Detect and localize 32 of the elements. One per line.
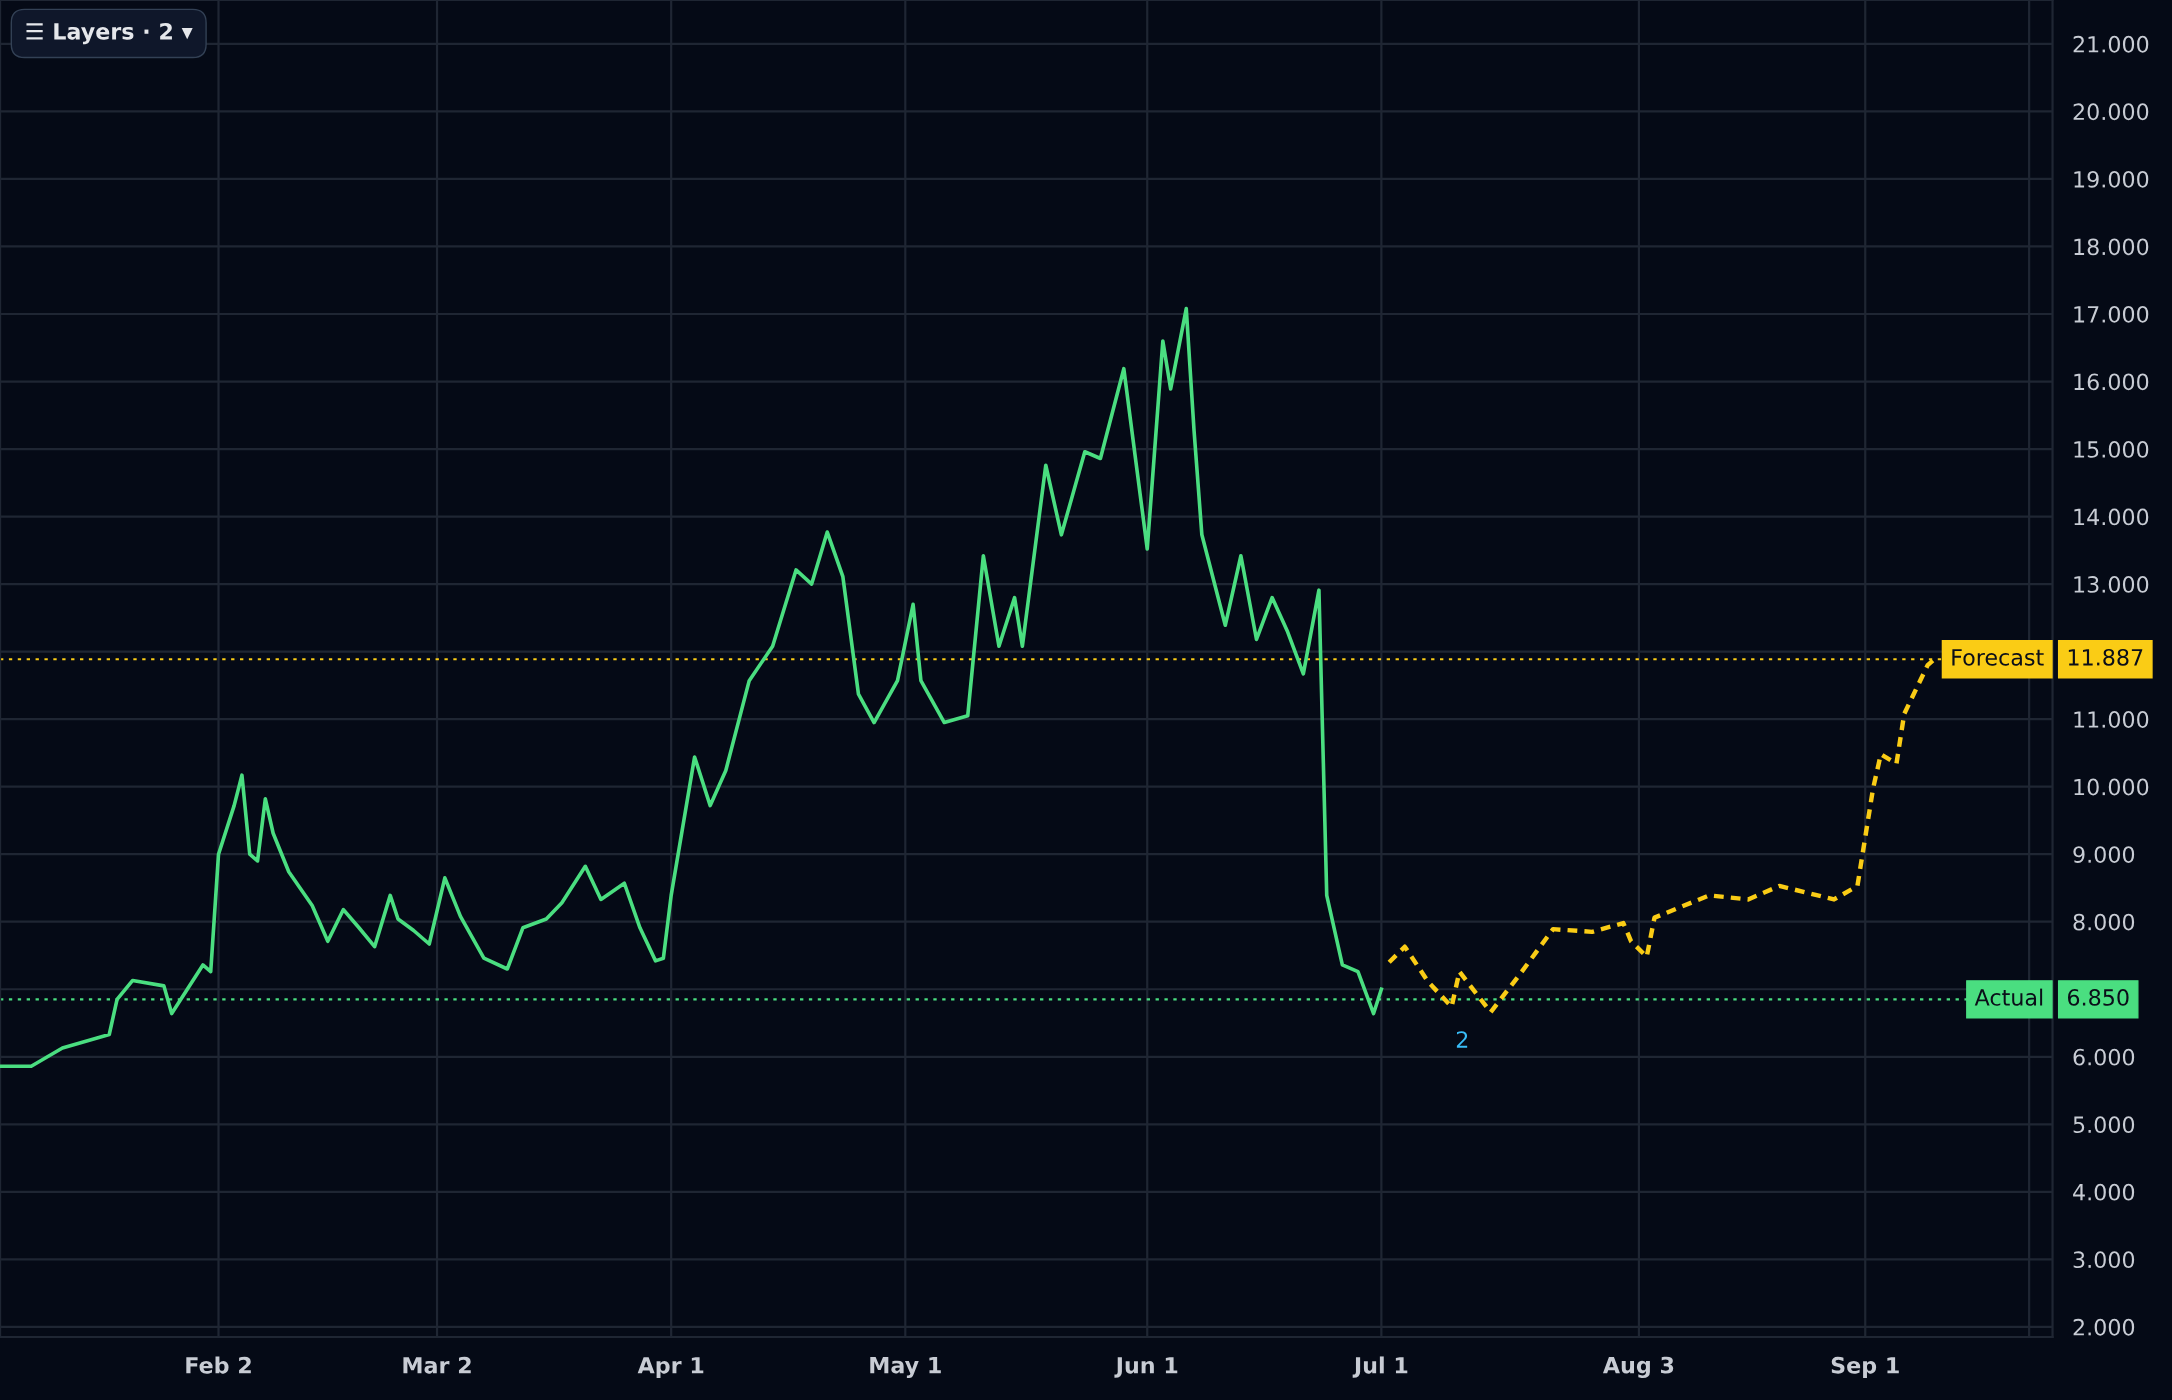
x-tick-label: Apr 1	[637, 1357, 704, 1378]
y-tick-label: 18.000	[2074, 238, 2149, 256]
y-tick-label: 11.000	[2074, 711, 2149, 728]
annotation: ☰ Layers · 2 ▾	[26, 22, 193, 45]
annotation: 11.887	[2068, 648, 2143, 666]
y-tick-label: 4.000	[2073, 1183, 2135, 1201]
x-tick-label: Jul 1	[1352, 1356, 1408, 1378]
y-tick-label: 14.000	[2074, 508, 2149, 526]
y-tick-label: 3.000	[2073, 1251, 2135, 1269]
ref-line-label: Actual	[1974, 988, 2043, 1006]
x-tick-label: Aug 3	[1602, 1356, 1674, 1378]
y-tick-label: 20.000	[2073, 103, 2149, 121]
ref-line-label: Forecast	[1952, 649, 2044, 666]
y-tick-label: 19.000	[2074, 170, 2149, 188]
y-tick-label: 17.000	[2074, 305, 2149, 323]
y-tick-label: 15.000	[2074, 440, 2149, 458]
y-tick-label: 16.000	[2074, 373, 2149, 391]
y-tick-label: 10.000	[2074, 778, 2149, 796]
x-tick-label: Sep 1	[1831, 1356, 1899, 1378]
y-tick-label: 13.000	[2074, 576, 2149, 593]
x-tick-label: Jun 1	[1114, 1357, 1178, 1378]
annotation: 6.850	[2067, 989, 2129, 1006]
y-tick-label: 21.000	[2073, 35, 2149, 53]
x-tick-label: Mar 2	[403, 1356, 471, 1374]
x-tick-label: Feb 2	[186, 1356, 251, 1374]
y-tick-label: 9.000	[2073, 846, 2135, 863]
x-tick-label: May 1	[870, 1356, 941, 1378]
y-tick-label: 8.000	[2073, 913, 2135, 931]
y-tick-label: 6.000	[2073, 1048, 2135, 1066]
y-tick-label: 5.000	[2073, 1116, 2135, 1134]
y-tick-label: 2.000	[2073, 1318, 2135, 1336]
annotation: 2	[1456, 1031, 1468, 1048]
